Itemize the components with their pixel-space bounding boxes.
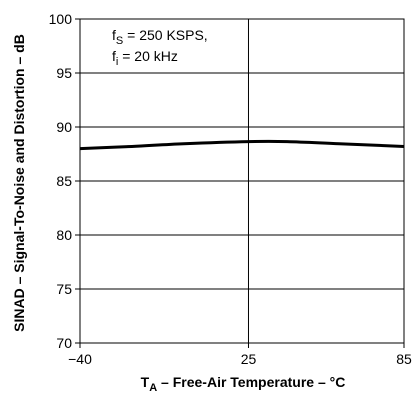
x-axis-title: TA – Free-Air Temperature – °C [141,374,346,394]
y-tick-label-70: 70 [56,335,72,351]
x-axis-ticks: −40 25 85 [68,343,412,367]
annotation-1-main: f [112,27,116,43]
y-tick-label-85: 85 [56,173,72,189]
x-tick-label--40: −40 [68,351,92,367]
y-tick-label-75: 75 [56,281,72,297]
x-axis-title-main: T [141,374,150,390]
x-axis-title-rest: – Free-Air Temperature – °C [157,374,345,390]
y-tick-label-90: 90 [56,119,72,135]
x-tick-label-85: 85 [396,351,412,367]
y-axis-ticks: 70 75 80 85 90 95 100 [49,11,80,351]
y-axis-title: SINAD – Signal-To-Noise and Distortion –… [11,34,27,332]
annotation-1-sub: S [116,35,123,47]
annotation-2-sub: i [116,56,118,68]
annotation-1-rest: = 250 KSPS, [123,27,207,43]
y-tick-label-95: 95 [56,65,72,81]
annotation-2-rest: = 20 kHz [118,48,178,64]
annotation-line-1: fS = 250 KSPS, [112,27,208,47]
series-line-0 [79,139,405,151]
x-tick-label-25: 25 [241,351,257,367]
y-tick-label-100: 100 [49,11,73,27]
gridlines [80,19,404,343]
y-tick-label-80: 80 [56,227,72,243]
x-axis-title-sub: A [149,382,157,394]
annotation-line-2: fi = 20 kHz [112,48,178,68]
annotation-box: fS = 250 KSPS, fi = 20 kHz [112,27,208,68]
annotation-2-main: f [112,48,116,64]
series-layer [79,139,405,151]
